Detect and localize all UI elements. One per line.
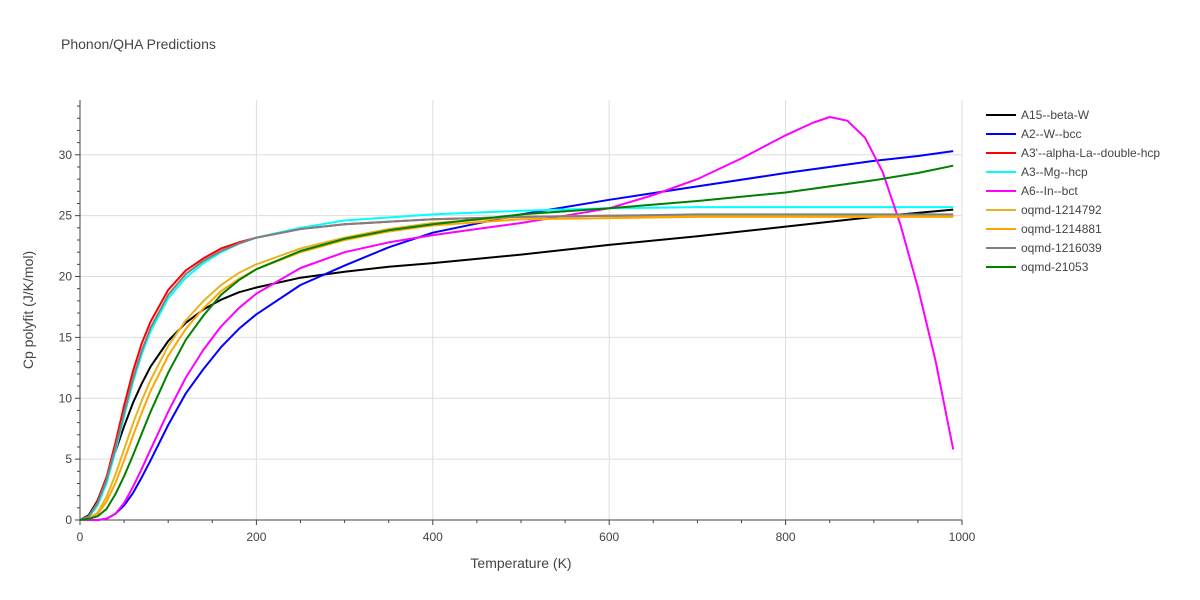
series-line-oqmd-21053[interactable]	[80, 164, 954, 521]
series-line-a6-in-bct[interactable]	[80, 116, 955, 521]
legend-label: A15--beta-W	[1021, 108, 1090, 122]
legend-item-oqmd-1216039[interactable]: oqmd-1216039	[986, 241, 1102, 255]
series-line-oqmd-1214881[interactable]	[80, 215, 954, 521]
x-tick-label: 400	[423, 530, 443, 544]
legend-item-a3-mg-hcp[interactable]: A3--Mg--hcp	[986, 165, 1088, 179]
legend-label: oqmd-21053	[1021, 260, 1089, 274]
legend-item-a15-beta-w[interactable]: A15--beta-W	[986, 108, 1090, 122]
legend-item-oqmd-21053[interactable]: oqmd-21053	[986, 260, 1089, 274]
x-tick-label: 0	[77, 530, 84, 544]
legend-label: A6--In--bct	[1021, 184, 1078, 198]
series-line-a2-w-bcc[interactable]	[80, 150, 954, 521]
series-line-oqmd-1216039[interactable]	[80, 213, 954, 521]
legend-item-a6-in-bct[interactable]: A6--In--bct	[986, 184, 1078, 198]
axis-layer: 0 200 400 600 800 1000 0 5 10 15 20 25 30	[59, 100, 976, 544]
legend-label: A3--Mg--hcp	[1021, 165, 1088, 179]
legend-item-oqmd-1214792[interactable]: oqmd-1214792	[986, 203, 1102, 217]
x-axis-title: Temperature (K)	[470, 555, 571, 571]
legend-item-a2-w-bcc[interactable]: A2--W--bcc	[986, 127, 1081, 141]
grid-layer	[80, 100, 963, 520]
legend[interactable]: A15--beta-W A2--W--bcc A3'--alpha-La--doub…	[986, 108, 1160, 274]
y-tick-label: 10	[59, 391, 73, 405]
y-tick-label: 20	[59, 270, 73, 284]
series-line-oqmd-1214792[interactable]	[80, 214, 954, 521]
legend-label: oqmd-1214881	[1021, 222, 1102, 236]
series-layer[interactable]	[80, 116, 955, 521]
x-tick-label: 800	[776, 530, 796, 544]
x-tick-label: 200	[246, 530, 266, 544]
legend-item-a3-alpha-la-double-hcp[interactable]: A3'--alpha-La--double-hcp	[986, 146, 1160, 160]
legend-label: oqmd-1214792	[1021, 203, 1102, 217]
chart-title: Phonon/QHA Predictions	[61, 36, 216, 52]
y-tick-label: 0	[65, 513, 72, 527]
y-tick-label: 15	[59, 330, 73, 344]
x-tick-label: 600	[599, 530, 619, 544]
legend-label: A3'--alpha-La--double-hcp	[1021, 146, 1160, 160]
legend-label: oqmd-1216039	[1021, 241, 1102, 255]
y-tick-label: 30	[59, 148, 73, 162]
y-tick-label: 5	[65, 452, 72, 466]
y-axis-title: Cp polyfit (J/K/mol)	[20, 251, 36, 369]
x-tick-label: 1000	[949, 530, 976, 544]
y-tick-label: 25	[59, 209, 73, 223]
legend-label: A2--W--bcc	[1021, 127, 1081, 141]
series-line-a3-alpha-la-double-hcp[interactable]	[80, 214, 954, 521]
legend-item-oqmd-1214881[interactable]: oqmd-1214881	[986, 222, 1102, 236]
